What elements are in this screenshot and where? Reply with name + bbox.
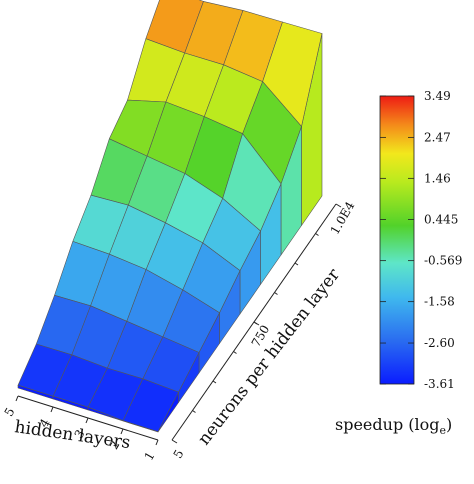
y-tick-label: 1.0E4 (328, 199, 358, 237)
colorbar: 3.49 2.47 1.46 0.445 -0.569 -1.58 -2.60 -3.61 s… (335, 89, 462, 437)
surface-front-face (122, 420, 159, 433)
colorbar-gradient (379, 95, 415, 385)
colorbar-tick-label: 3.49 (424, 89, 451, 103)
y-tick-mark (335, 203, 342, 208)
colorbar-title: speedup (loge) (335, 415, 452, 437)
x-tick-mark (120, 428, 124, 435)
x-tick-mark (50, 406, 54, 413)
colorbar-tick-label: -1.58 (424, 295, 455, 309)
y-minor-tick (274, 292, 278, 295)
x-tick-mark (15, 395, 19, 402)
colorbar-tick-label: 1.46 (424, 171, 451, 185)
y-minor-tick (233, 351, 237, 354)
colorbar-tick-label: -0.569 (424, 254, 462, 268)
x-axis-label: hidden layers (13, 417, 131, 453)
surface-mesh (17, 0, 323, 433)
y-minor-tick (192, 410, 196, 413)
x-tick-mark (85, 417, 89, 424)
y-tick-mark (171, 439, 178, 444)
x-tick-label: 1 (142, 449, 158, 463)
y-tick-label: 5 (171, 447, 187, 461)
y-minor-tick (253, 321, 258, 325)
colorbar-tick-label: 0.445 (424, 213, 458, 227)
colorbar-tick-label: -2.60 (424, 336, 455, 350)
y-minor-tick (212, 380, 217, 384)
y-minor-tick (294, 262, 299, 266)
colorbar-tick-label: 2.47 (424, 130, 451, 144)
colorbar-tick-label: -3.61 (424, 377, 455, 391)
y-minor-tick (315, 233, 319, 236)
x-tick-label: 5 (2, 405, 18, 419)
x-tick-mark (155, 439, 159, 446)
